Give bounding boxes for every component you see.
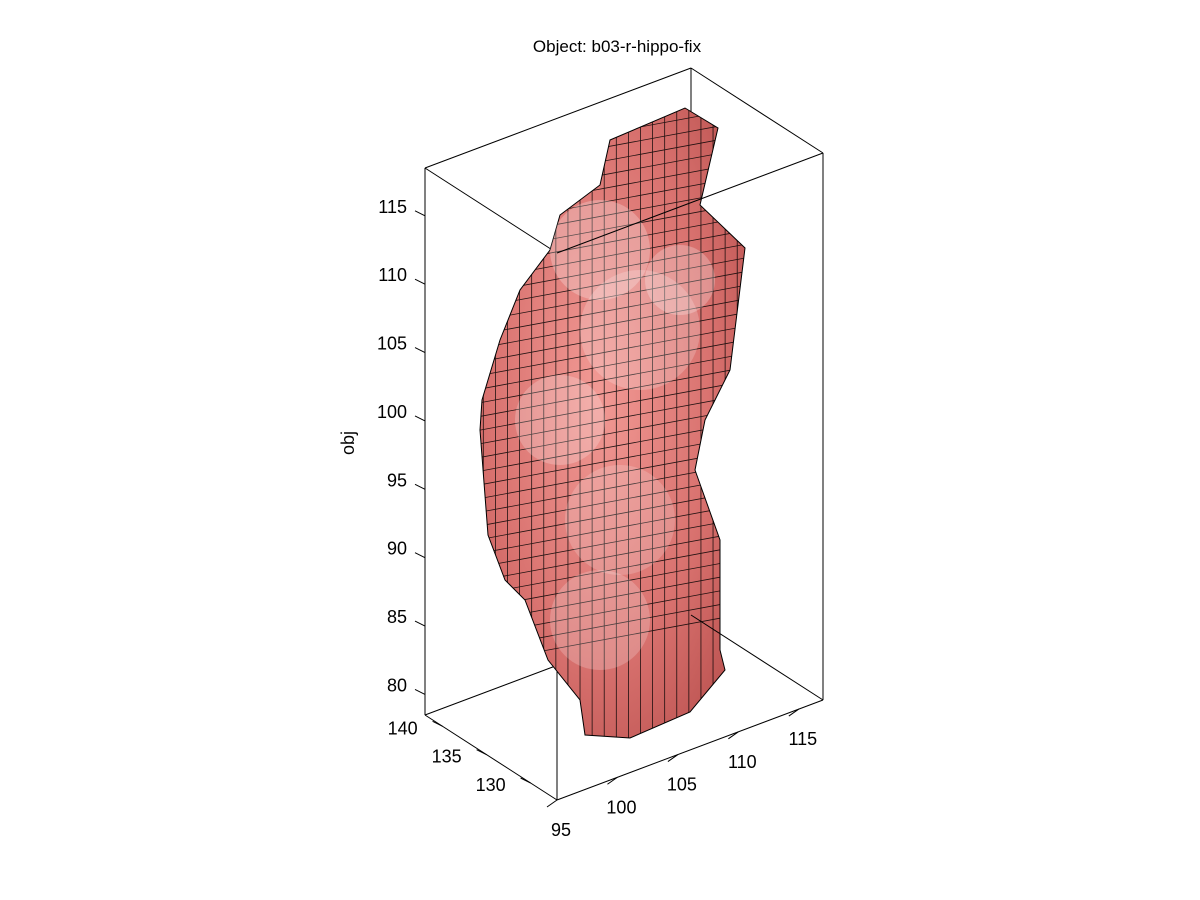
z-tick-label: 105 xyxy=(377,334,407,354)
box-edge xyxy=(424,714,558,801)
axes-box-front xyxy=(556,152,824,801)
x-tick xyxy=(607,776,618,785)
chart-title: Object: b03-r-hippo-fix xyxy=(533,37,702,56)
box-edge xyxy=(424,167,558,254)
y-tick xyxy=(520,777,531,784)
voxel-highlight xyxy=(565,465,675,575)
x-tick-label: 100 xyxy=(606,797,636,817)
z-tick-label: 110 xyxy=(378,265,407,285)
voxel-highlight xyxy=(515,375,605,465)
x-tick-label: 105 xyxy=(667,775,697,795)
z-tick xyxy=(414,415,426,422)
box-edge xyxy=(424,67,692,169)
box-edge xyxy=(556,699,824,801)
x-tick xyxy=(546,799,558,808)
z-tick-label: 80 xyxy=(387,675,407,695)
voxel-highlight xyxy=(550,200,650,300)
box-edge xyxy=(556,152,824,254)
box-edge xyxy=(690,614,824,701)
z-tick-label: 95 xyxy=(387,470,407,490)
z-tick xyxy=(414,347,426,354)
voxel-highlight xyxy=(550,570,650,670)
voxel-object xyxy=(479,107,746,739)
x-tick-label: 110 xyxy=(728,752,757,772)
x-tick-label: 95 xyxy=(551,820,571,840)
z-tick xyxy=(414,210,426,217)
y-tick xyxy=(476,749,487,756)
z-tick xyxy=(414,689,426,695)
z-tick-label: 115 xyxy=(378,197,407,217)
y-tick-label: 140 xyxy=(388,718,418,738)
x-tick xyxy=(667,754,679,762)
z-axis-label: obj xyxy=(338,431,358,455)
voxel-highlight xyxy=(580,270,700,390)
x-tick xyxy=(728,731,739,740)
z-tick xyxy=(414,483,426,490)
z-tick-label: 100 xyxy=(377,402,407,422)
z-tick xyxy=(414,620,426,627)
voxel-surface xyxy=(479,107,746,739)
x-tick-label: 115 xyxy=(788,729,817,749)
x-tick xyxy=(788,708,800,717)
z-tick xyxy=(414,278,426,285)
axis-ticks: 95 100 105 110 115 130 135 140 80 85 90 95 100 105 110… xyxy=(377,197,817,840)
z-tick xyxy=(414,552,426,559)
y-tick-label: 130 xyxy=(476,775,506,795)
z-tick-label: 90 xyxy=(387,539,407,559)
z-tick-label: 85 xyxy=(387,607,407,627)
y-tick-label: 135 xyxy=(432,747,462,767)
voxel-highlight xyxy=(645,245,715,315)
box-edge xyxy=(690,67,824,154)
y-tick xyxy=(432,720,443,727)
